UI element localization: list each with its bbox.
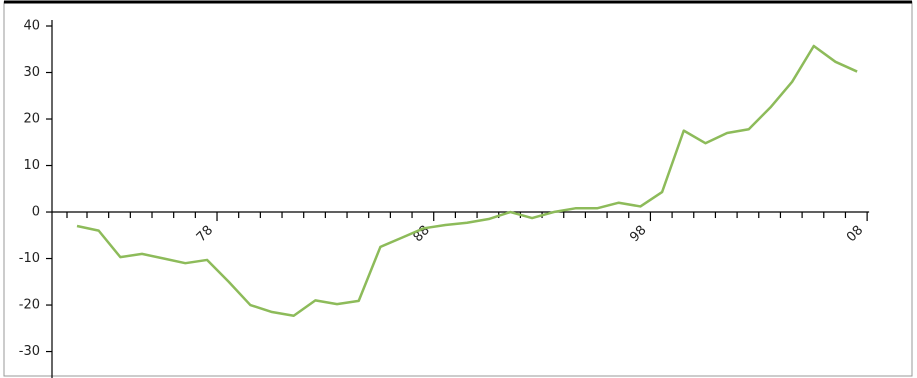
y-tick-label: -10 [19,251,40,266]
y-tick-label: 20 [23,112,40,127]
data-line [76,44,858,317]
y-tick-label: -20 [19,298,40,313]
y-tick-label: 30 [23,65,40,80]
y-tick-label: 40 [23,19,40,34]
frame [3,1,913,377]
y-tick-label: -30 [19,344,40,359]
y-tick-label: 0 [32,205,40,220]
y-tick-label: 10 [23,158,40,173]
